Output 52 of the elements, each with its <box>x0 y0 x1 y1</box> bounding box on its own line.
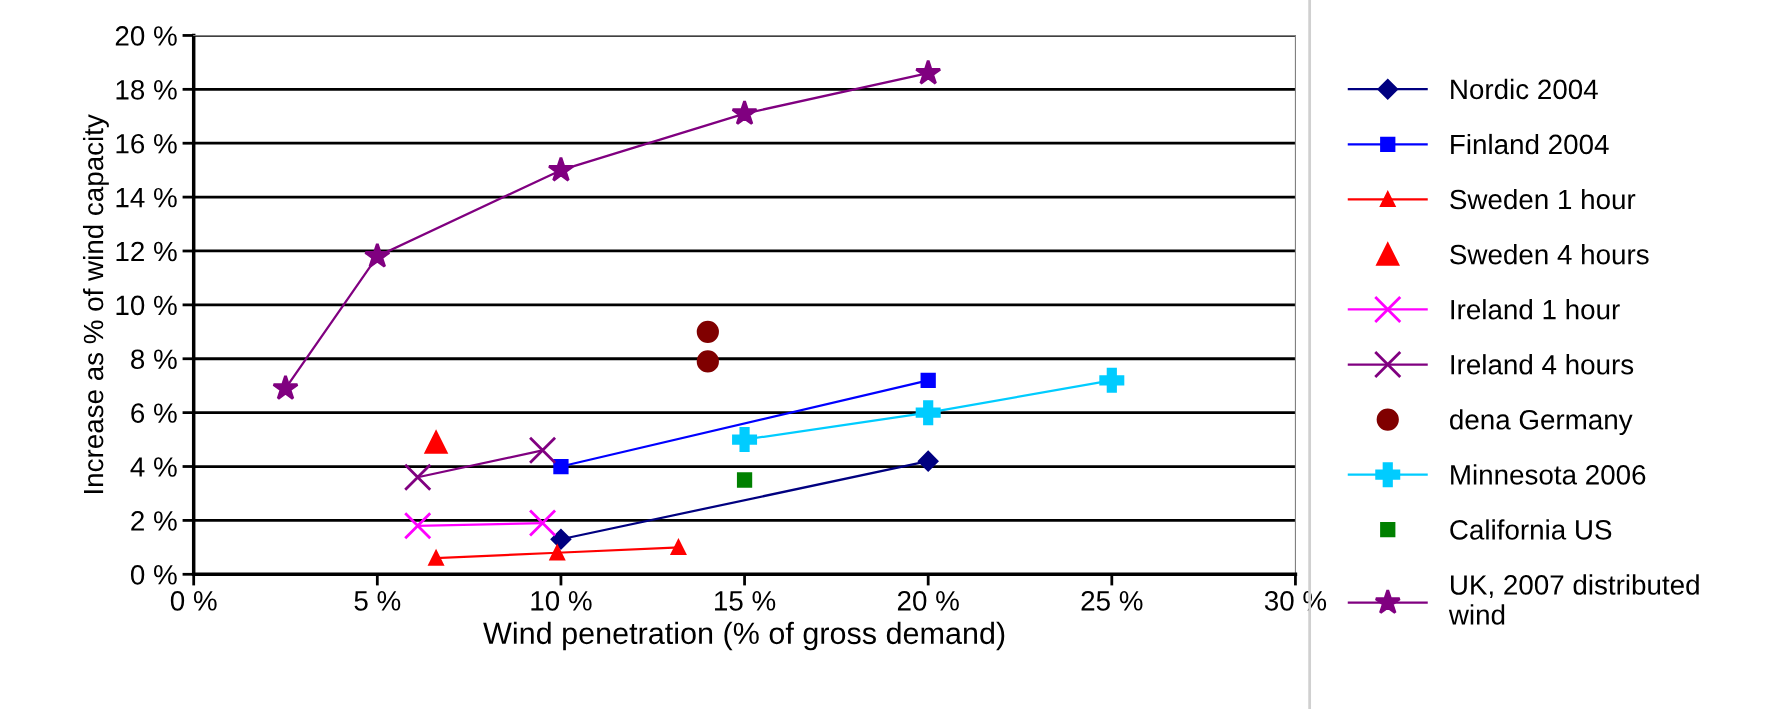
legend-label: Sweden 4 hours <box>1450 244 1649 265</box>
point <box>917 450 939 472</box>
point <box>914 59 942 85</box>
point <box>553 458 569 475</box>
legend-label: Sweden 1 hour <box>1450 188 1636 210</box>
x-axis-title: Wind penetration (% of gross demand) <box>483 621 1005 651</box>
point <box>403 463 432 492</box>
point <box>528 509 557 537</box>
y-tick-label: 2 % <box>131 511 177 531</box>
legend-label: Nordic 2004 <box>1451 78 1598 100</box>
legend-label: Ireland 4 hours <box>1451 354 1634 375</box>
legend-label: Finland 2004 <box>1451 133 1609 155</box>
y-tick-label: 14 % <box>116 187 177 208</box>
point <box>550 529 572 550</box>
legend-label: California US <box>1450 519 1612 540</box>
x-tick-label: 10 % <box>531 591 592 611</box>
x-tick-label: 25 % <box>1081 591 1143 611</box>
y-tick-label: 16 % <box>116 133 177 154</box>
point <box>428 550 444 566</box>
y-tick-label: 18 % <box>116 80 177 100</box>
point <box>731 99 758 126</box>
point <box>364 242 391 268</box>
y-tick-label: 4 % <box>130 457 177 477</box>
legend-label: Minnesota 2006 <box>1451 464 1646 485</box>
y-tick-label: 8 % <box>131 349 177 370</box>
y-axis-title: Increase as % of wind capacity <box>82 114 109 493</box>
legend-label: Ireland 1 hour <box>1451 299 1620 320</box>
point <box>915 400 941 426</box>
x-tick-label: 5 % <box>354 591 401 611</box>
point <box>272 374 299 400</box>
point <box>696 350 719 373</box>
point <box>549 545 565 561</box>
point <box>732 427 758 453</box>
y-tick-label: 0 % <box>130 564 177 585</box>
x-tick-label: 20 % <box>897 591 959 611</box>
point <box>670 539 687 555</box>
y-tick-label: 6 % <box>131 403 177 423</box>
point <box>696 320 719 343</box>
y-tick-label: 10 % <box>116 295 177 316</box>
legend-label: UK, 2007 distributed wind <box>1448 574 1699 625</box>
point <box>1099 367 1125 393</box>
point <box>547 156 575 182</box>
point <box>920 372 936 388</box>
point <box>736 472 753 488</box>
point <box>424 430 448 454</box>
y-tick-label: 12 % <box>116 241 177 262</box>
x-tick-label: 0 % <box>170 591 217 611</box>
point <box>403 511 432 540</box>
legend-label: dena Germany <box>1450 409 1633 436</box>
point <box>528 436 557 465</box>
x-tick-label: 15 % <box>715 591 776 611</box>
y-tick-label: 20 % <box>115 26 177 46</box>
